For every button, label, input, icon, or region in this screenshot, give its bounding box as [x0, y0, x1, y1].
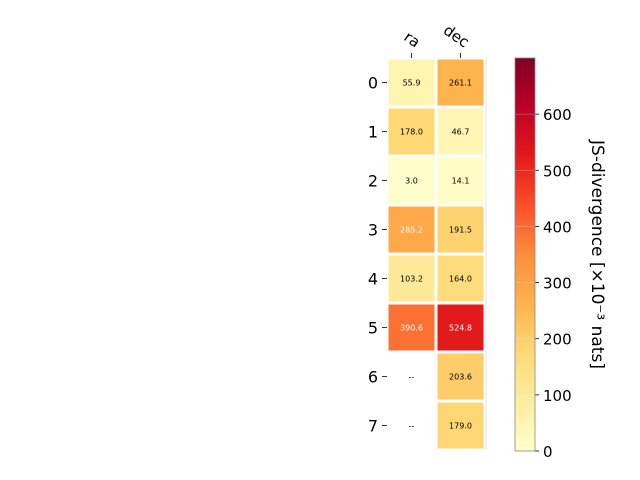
cell-value-label: 103.2	[400, 275, 423, 284]
row-label: 4	[368, 270, 378, 289]
heatmap-cell	[388, 304, 435, 351]
heatmap-cell	[437, 157, 484, 204]
colorbar: 0 100 200 300 400 500 600 JS-divergence [×10⁻³ …	[514, 57, 607, 461]
heatmap-cell	[388, 353, 435, 400]
cell-value-label: 55.9	[403, 79, 421, 88]
heatmap-cells: 55.9 261.1 178.0 46.7 3.0 14.1 285.2 191.5 103.2…	[388, 58, 487, 450]
row-label: 1	[368, 123, 378, 142]
colorbar-gradient	[515, 58, 535, 451]
cell-value-label: 524.8	[449, 324, 472, 333]
cell-value-label: --	[409, 422, 415, 431]
heatmap-cell	[388, 59, 435, 106]
cell-value-label: 390.6	[400, 324, 423, 333]
colorbar-tick-label: 200	[543, 331, 572, 349]
heatmap-cell	[388, 255, 435, 302]
heatmap-cell	[437, 255, 484, 302]
colorbar-label: JS-divergence [×10⁻³ nats]	[587, 139, 607, 369]
cell-value-label: 46.7	[452, 128, 470, 137]
cell-value-label: 178.0	[400, 128, 423, 137]
heatmap-cell	[437, 59, 484, 106]
heatmap-cell	[437, 402, 484, 449]
colorbar-tick-label: 0	[543, 443, 553, 461]
cell-value-label: 164.0	[449, 275, 472, 284]
row-label: 0	[368, 74, 378, 93]
cell-value-label: 285.2	[400, 226, 423, 235]
row-label: 2	[368, 172, 378, 191]
colorbar-frame	[514, 57, 536, 452]
cell-value-label: 14.1	[452, 177, 470, 186]
cell-value-label: 179.0	[449, 422, 472, 431]
column-label: dec	[440, 21, 472, 51]
row-label: 6	[368, 368, 378, 387]
row-label: 3	[368, 221, 378, 240]
heatmap-cell	[388, 402, 435, 449]
cell-value-label: --	[409, 373, 415, 382]
row-labels: 0 1 2 3 4 5 6 7	[368, 74, 387, 436]
cell-value-label: 3.0	[405, 177, 418, 186]
heatmap-cell	[437, 206, 484, 253]
colorbar-tick-label: 400	[543, 218, 572, 236]
heatmap-cell	[388, 157, 435, 204]
row-label: 5	[368, 319, 378, 338]
cell-value-label: 261.1	[449, 79, 472, 88]
colorbar-tick-label: 500	[543, 162, 572, 180]
colorbar-tick-label: 300	[543, 275, 572, 293]
row-label: 7	[368, 417, 378, 436]
heatmap-cell	[388, 206, 435, 253]
colorbar-tick-label: 100	[543, 387, 572, 405]
cell-value-label: 203.6	[449, 373, 472, 382]
colorbar-tick-label: 600	[543, 106, 572, 124]
column-labels: ra dec	[401, 21, 473, 58]
heatmap-cell	[437, 304, 484, 351]
column-label: ra	[401, 28, 424, 52]
cell-value-label: 191.5	[449, 226, 472, 235]
heatmap-cell	[437, 353, 484, 400]
heatmap-cell	[388, 108, 435, 155]
heatmap-cell	[437, 108, 484, 155]
